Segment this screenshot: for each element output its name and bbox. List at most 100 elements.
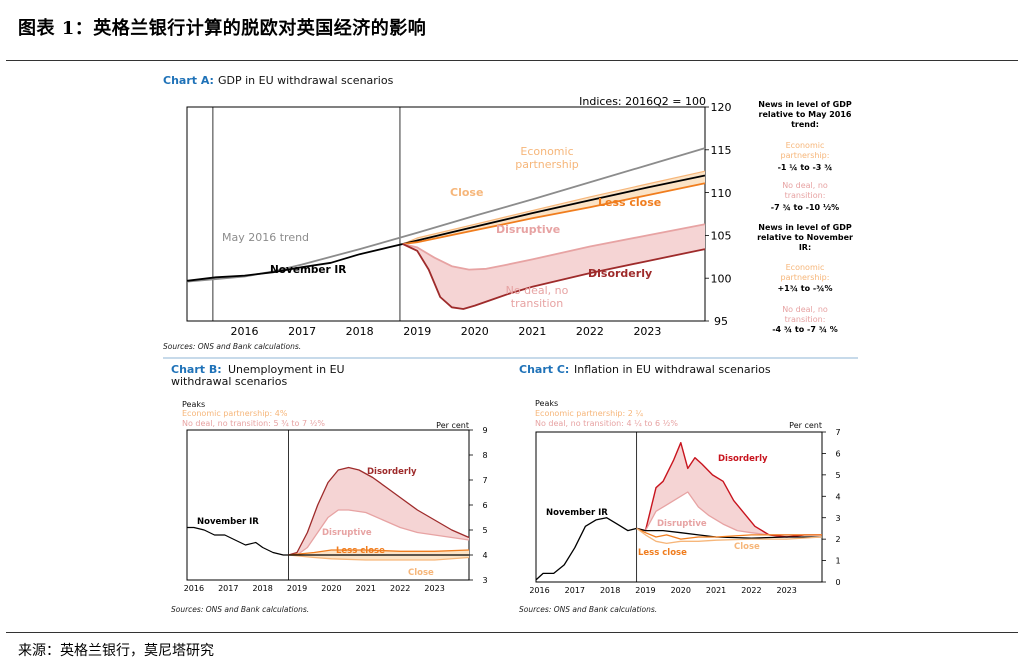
b-xtick-2021: 2021 [356, 584, 376, 593]
c-xtick-2019: 2019 [635, 586, 655, 595]
side-note-ep-value-1: -1 ¼ to -3 ¾ [778, 162, 833, 172]
c-ytick-7: 7 [835, 428, 840, 437]
top-divider [6, 60, 1018, 61]
source-note: 来源：英格兰银行，莫尼塔研究 [18, 643, 214, 659]
side-note-nd-value-2: -4 ¾ to -7 ¾ % [772, 325, 838, 334]
a-ytick-120: 120 [711, 101, 732, 114]
c-xtick-2016: 2016 [529, 586, 549, 595]
b-series-disruptive [288, 509, 470, 556]
a-xtick-2017: 2017 [288, 325, 316, 338]
a-series-may-2016-trend [186, 147, 706, 283]
chart-a-label-less-close: Less close [598, 196, 661, 209]
b-ytick-9: 9 [482, 426, 487, 435]
chart-b: Chart B: Unemployment in EU withdrawal sc… [171, 363, 488, 614]
chart-c: Chart C: Inflation in EU withdrawal scen… [519, 363, 841, 614]
chart-a-title: GDP in EU withdrawal scenarios [218, 74, 394, 87]
a-xtick-2022: 2022 [576, 325, 604, 338]
c-series-close [636, 527, 823, 545]
b-xtick-2018: 2018 [252, 584, 272, 593]
bottom-divider [6, 632, 1018, 633]
chart-a-label-no-deal: No deal, no transition [506, 284, 569, 310]
chart-b-peaks-heading: Peaks [182, 400, 205, 409]
b-ytick-4: 4 [482, 551, 487, 560]
b-ytick-8: 8 [482, 451, 487, 460]
c-ytick-6: 6 [835, 449, 840, 458]
chart-b-label-november-ir: November IR [197, 517, 259, 527]
side-note-heading-2: News in level of GDP relative to November… [757, 223, 853, 252]
a-ytick-110: 110 [711, 187, 732, 200]
b-xtick-2017: 2017 [218, 584, 238, 593]
b-xtick-2020: 2020 [321, 584, 341, 593]
c-series-less-close [636, 527, 822, 540]
chart-b-source: Sources: ONS and Bank calculations. [171, 605, 309, 614]
chart-a-indices-label: Indices: 2016Q2 = 100 [579, 95, 706, 108]
chart-b-prefix: Chart B: [171, 363, 222, 376]
c-band-disorderly-disruptive [636, 442, 822, 537]
chart-c-frame [535, 431, 823, 583]
a-ytick-100: 100 [711, 272, 732, 285]
b-ytick-5: 5 [482, 526, 487, 535]
chart-c-label-disruptive: Disruptive [657, 519, 707, 529]
b-xtick-2022: 2022 [390, 584, 410, 593]
chart-b-label-close: Close [408, 568, 434, 578]
chart-c-label-november-ir: November IR [546, 508, 608, 518]
c-xtick-2023: 2023 [777, 586, 797, 595]
b-ytick-3: 3 [482, 576, 487, 585]
a-series-economic-partnership [402, 174, 706, 245]
c-ytick-3: 3 [835, 514, 840, 523]
a-xtick-2021: 2021 [518, 325, 546, 338]
chart-a-label-econ-partnership: Economic partnership [515, 145, 579, 171]
chart-b-title: Unemployment in EU withdrawal scenarios [171, 363, 345, 388]
chart-a-source: Sources: ONS and Bank calculations. [163, 342, 301, 351]
a-xtick-2023: 2023 [633, 325, 661, 338]
chart-a-frame [186, 106, 706, 322]
page-title: 图表 1：英格兰银行计算的脱欧对英国经济的影响 [18, 18, 427, 39]
chart-a-label-november-ir: November IR [270, 264, 346, 276]
c-xtick-2021: 2021 [706, 586, 726, 595]
a-series-close [402, 170, 706, 245]
a-ytick-115: 115 [711, 144, 732, 157]
side-note-heading-1: News in level of GDP relative to May 2016… [758, 100, 852, 129]
chart-c-peaks-ep: Economic partnership: 2 ¼ [535, 409, 643, 418]
chart-c-peaks-heading: Peaks [535, 399, 558, 408]
c-series-november-ir [535, 517, 637, 581]
b-series-disorderly [288, 466, 470, 556]
side-note-ep-value-2: +1¾ to -¾% [777, 284, 832, 293]
chart-c-prefix: Chart C: [519, 363, 569, 376]
chart-a-label-trend: May 2016 trend [222, 231, 309, 244]
side-note-nd-value-1: -7 ¾ to -10 ½% [771, 202, 839, 212]
chart-a: Chart A: GDP in EU withdrawal scenarios … [163, 74, 853, 351]
chart-a-side-notes: News in level of GDP relative to May 2016… [757, 100, 853, 334]
side-note-nd-label-1: No deal, no transition: [782, 181, 828, 200]
side-note-ep-label-2: Economic partnership: [781, 263, 830, 282]
a-series-disorderly [402, 243, 706, 310]
b-ytick-7: 7 [482, 476, 487, 485]
c-ytick-0: 0 [835, 578, 840, 587]
c-ytick-5: 5 [835, 471, 840, 480]
chart-c-source: Sources: ONS and Bank calculations. [519, 605, 657, 614]
chart-b-label-less-close: Less close [336, 546, 385, 556]
c-ytick-2: 2 [835, 535, 840, 544]
c-ytick-4: 4 [835, 492, 840, 501]
chart-c-label-close: Close [734, 542, 760, 552]
b-series-november-ir [187, 526, 289, 556]
a-series-less-close [402, 182, 706, 245]
side-note-ep-label-1: Economic partnership: [781, 141, 830, 160]
a-xtick-2020: 2020 [461, 325, 489, 338]
chart-a-label-disruptive: Disruptive [496, 223, 560, 236]
chart-c-title: Inflation in EU withdrawal scenarios [574, 363, 771, 376]
b-series-less-close [288, 549, 470, 556]
a-series-disruptive [402, 223, 706, 271]
chart-c-label-disorderly: Disorderly [718, 454, 768, 464]
c-series-economic-partnership [636, 527, 822, 539]
c-xtick-2022: 2022 [741, 586, 761, 595]
chart-c-label-less-close: Less close [638, 548, 687, 558]
chart-c-peaks-nd: No deal, no transition: 4 ¼ to 6 ½% [535, 419, 678, 428]
b-ytick-6: 6 [482, 501, 487, 510]
a-band-disruptive-disorderly [402, 224, 705, 309]
a-xtick-2016: 2016 [231, 325, 259, 338]
c-ytick-1: 1 [835, 557, 840, 566]
chart-a-label-disorderly: Disorderly [588, 267, 652, 280]
b-xtick-2016: 2016 [184, 584, 204, 593]
